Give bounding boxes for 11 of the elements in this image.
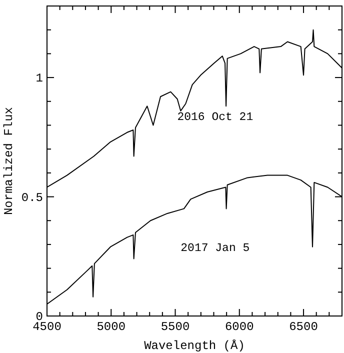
y-tick-label: 0.5	[21, 190, 43, 205]
x-tick-label: 5000	[96, 320, 126, 334]
x-tick-label: 6000	[224, 320, 254, 334]
y-axis-title: Normalized Flux	[2, 106, 16, 216]
x-axis-title: Wavelength (Å)	[144, 339, 245, 353]
x-tick-label: 5500	[160, 320, 190, 334]
y-tick-label: 1	[36, 72, 43, 86]
x-tick-label: 6500	[289, 320, 318, 334]
x-tick-label: 4500	[32, 320, 62, 334]
series-label: 2016 Oct 21	[177, 111, 254, 124]
text: 2017 Jan 5	[180, 242, 250, 256]
